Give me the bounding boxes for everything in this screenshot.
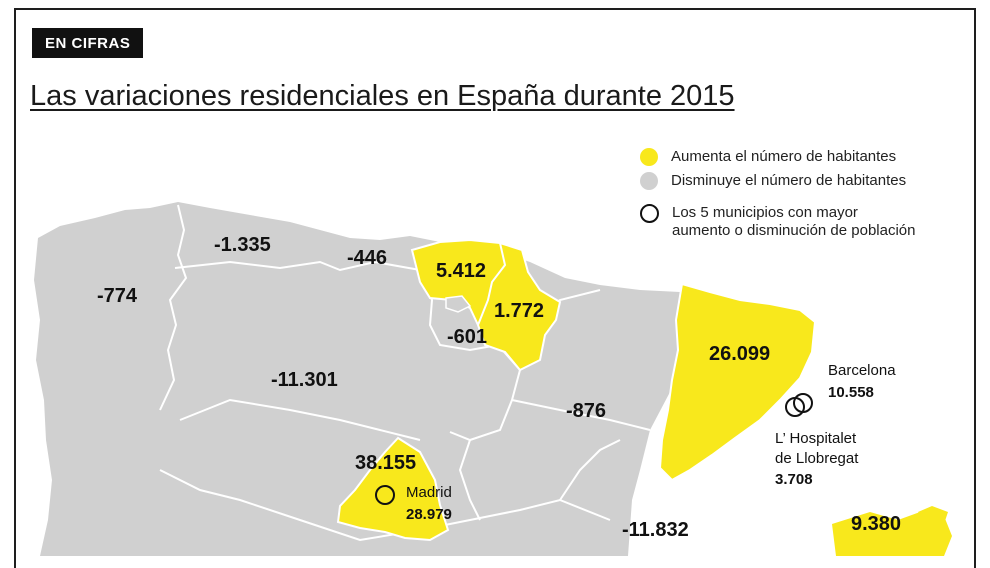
region-label-navarra: 1.772 [494,300,544,322]
region-label-baleares: 9.380 [851,513,901,535]
region-label-castilla-leon: -11.301 [271,369,338,391]
municipio-value-madrid: 28.979 [406,506,452,523]
region-label-cantabria: -446 [347,247,387,269]
region-label-asturias: -1.335 [214,234,271,256]
region-label-pais-vasco: 5.412 [436,260,486,282]
spain-map: -774 -1.335 -446 5.412 1.772 -601 -11.30… [34,202,952,556]
municipio-name-hospitalet-2: de Llobregat [775,450,859,467]
infographic-frame [14,8,976,568]
region-label-madrid: 38.155 [355,452,416,474]
municipio-name-barcelona: Barcelona [828,362,896,379]
madrid-marker [375,485,395,505]
menorca-shape [918,506,948,524]
municipio-name-madrid: Madrid [406,484,452,501]
mallorca-shape [832,512,952,556]
navarra-border [477,242,507,326]
alava-enclave [445,295,472,313]
municipio-name-hospitalet-1: L’ Hospitalet [775,430,857,447]
legend-municipios: Los 5 municipios con mayor aumento o dis… [640,204,916,240]
legend-municipios-line1: Los 5 municipios con mayor [672,204,858,221]
region-label-la-rioja: -601 [447,326,487,348]
section-badge: EN CIFRAS [32,28,144,58]
region-label-galicia: -774 [97,285,138,307]
grey-dot-icon [640,172,658,190]
legend-decrease: Disminuye el número de habitantes [640,172,916,190]
legend-decrease-label: Disminuye el número de habitantes [671,172,907,189]
legend-municipios-label: Los 5 municipios con mayor aumento o dis… [672,204,916,240]
region-label-castilla-la-mancha: -11.832 [622,519,689,541]
circle-outline-icon [640,204,659,223]
legend-increase: Aumenta el número de habitantes [640,148,916,166]
municipio-value-hospitalet: 3.708 [775,471,813,488]
page-title: Las variaciones residenciales en España … [30,80,735,112]
yellow-dot-icon [640,148,658,166]
hospitalet-marker [785,397,805,417]
legend-increase-label: Aumenta el número de habitantes [671,148,897,165]
map-legend: Aumenta el número de habitantes Disminuy… [640,148,916,246]
region-label-aragon: -876 [566,400,606,422]
cataluna-shape [658,282,817,482]
municipio-value-barcelona: 10.558 [828,384,874,401]
legend-municipios-line2: aumento o disminución de población [672,222,916,239]
region-label-cataluna: 26.099 [709,343,770,365]
